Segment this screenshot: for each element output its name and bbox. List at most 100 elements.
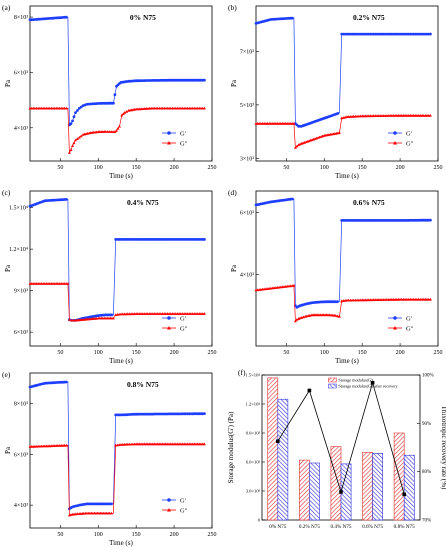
bar-storage-modulus-after-recovery	[372, 452, 384, 521]
data-point-g-prime	[110, 502, 113, 506]
y2-tick-label: 90%	[422, 422, 431, 427]
data-point-g-double-prime	[120, 113, 124, 117]
data-point-g-double-prime	[118, 124, 121, 128]
legend-marker	[393, 326, 397, 330]
x-axis-label: Time (s)	[335, 172, 359, 180]
y-tick-label: 1.5×10⁴	[9, 206, 28, 212]
y-tick-label: 1.5×10⁴	[245, 373, 260, 378]
legend-entry: G'	[406, 315, 412, 322]
data-point-g-prime	[110, 313, 114, 317]
data-point-g-prime	[64, 15, 68, 19]
x-tick-label: 100	[94, 532, 103, 538]
panel-title: 0.2% N75	[353, 13, 385, 22]
x-axis-label: Time (s)	[335, 357, 359, 365]
y-tick-label: 6×10³	[14, 70, 28, 76]
x-tick-label: 150	[132, 165, 141, 171]
y2-axis-label: Thixotropic recovery rate (%)	[440, 406, 446, 490]
data-point-g-double-prime	[72, 318, 76, 322]
panel-title: 0% N75	[130, 13, 156, 22]
x-axis-label: Time (s)	[109, 357, 133, 365]
bar-storage-modulus	[298, 459, 310, 521]
x-tick-label: 50	[57, 165, 63, 171]
data-point-g-double-prime	[202, 312, 206, 315]
data-point-g-double-prime	[293, 319, 297, 323]
data-point-g-double-prime	[66, 282, 70, 285]
legend-entry: G'	[180, 130, 186, 137]
y-tick-label: 4×10³	[14, 126, 28, 132]
plot-frame	[255, 5, 439, 162]
x-tick-label: 100	[320, 350, 329, 356]
legend-marker	[167, 508, 171, 512]
x-tick-label: 50	[57, 350, 63, 356]
x-tick-label: 250	[434, 350, 443, 356]
x-tick-label: 150	[358, 165, 367, 171]
x-tick-label: 150	[358, 350, 367, 356]
data-point-g-double-prime	[428, 297, 432, 301]
y-tick-label: 7×10³	[240, 49, 254, 55]
panel-label: (d)	[228, 188, 237, 197]
x-tick-label: 100	[94, 350, 103, 356]
x-tick-label: 50	[283, 165, 289, 171]
panel-a-g-moduli-0-percent: 50 100 150 200 250 8×10³ 6×10³ 4×10³ Time (s) Pa (…	[2, 3, 217, 180]
y-tick-label: 3×10³	[240, 156, 254, 162]
panel-b-g-moduli-0-2-percent: 50 100 150 200 250 7×10³ 5×10³ 3×10³ Time (s) Pa (…	[228, 3, 443, 180]
y2-tick-label: 70%	[422, 519, 431, 524]
data-point-g-double-prime	[125, 110, 129, 113]
panel-e-g-moduli-0-8-percent: 50 100 150 200 250 8×10³ 6×10³ 4×10³ Time (s) Pa (…	[2, 370, 217, 547]
data-point-g-prime	[71, 119, 74, 123]
data-point-g-prime	[76, 109, 79, 112]
data-point-g-prime	[74, 111, 77, 114]
y-tick-label: 1.2×10⁴	[9, 247, 28, 253]
data-point-g-double-prime	[295, 318, 299, 321]
panel-title: 0.6% N75	[353, 198, 385, 207]
series-line-g-double-prime	[256, 115, 431, 149]
plot-frame	[29, 372, 213, 529]
y-axis-label: Pa	[230, 79, 238, 87]
data-point-g-double-prime	[110, 511, 113, 515]
data-point-g-prime	[429, 32, 432, 36]
data-point-g-double-prime	[64, 106, 68, 110]
legend-swatch	[328, 383, 337, 389]
x-tick-label: 100	[320, 165, 329, 171]
data-point-g-double-prime	[334, 314, 338, 317]
data-point-g-double-prime	[79, 134, 83, 138]
series-line-g-double-prime	[29, 443, 205, 516]
x-category-label: 0.6% N75	[362, 524, 383, 530]
x-tick-label: 250	[208, 165, 217, 171]
panel-label: (e)	[2, 370, 11, 379]
x-tick-label: 200	[170, 165, 179, 171]
y-tick-label: 1.2×10⁴	[245, 402, 260, 407]
panel-title: 0.4% N75	[127, 198, 159, 207]
data-point-g-double-prime	[121, 112, 125, 115]
y-tick-label: 0	[258, 518, 261, 523]
legend-entry: Storage modulus(G')	[338, 378, 373, 383]
legend-marker	[167, 141, 171, 145]
y-tick-label: 6.0×10³	[246, 460, 261, 465]
bar-storage-modulus	[267, 377, 279, 521]
data-point-g-double-prime	[77, 135, 81, 139]
data-point-g-prime	[113, 93, 117, 97]
y-tick-label: 8×10³	[14, 401, 28, 407]
data-point-g-prime	[290, 16, 294, 20]
data-point-g-prime	[64, 198, 68, 201]
bar-storage-modulus-after-recovery	[277, 398, 289, 521]
data-point-g-double-prime	[111, 316, 115, 320]
legend-entry: G'	[406, 130, 412, 137]
data-point-g-prime	[290, 197, 294, 201]
x-tick-label: 150	[132, 350, 141, 356]
legend-entry: G"	[406, 325, 414, 332]
y-tick-label: 9×10³	[14, 289, 28, 295]
y-axis-label: Pa	[4, 446, 12, 454]
data-point-g-double-prime	[64, 443, 68, 447]
data-point-g-double-prime	[337, 131, 341, 134]
data-point-g-double-prime	[67, 151, 71, 154]
data-point-g-double-prime	[72, 141, 76, 145]
legend-marker	[393, 316, 397, 320]
recovery-rate-point	[307, 388, 312, 393]
legend-marker	[167, 131, 171, 135]
legend-marker	[393, 131, 397, 135]
x-tick-label: 200	[170, 532, 179, 538]
data-point-g-double-prime	[71, 144, 74, 147]
data-point-g-double-prime	[123, 111, 127, 114]
data-point-g-prime	[69, 122, 73, 125]
